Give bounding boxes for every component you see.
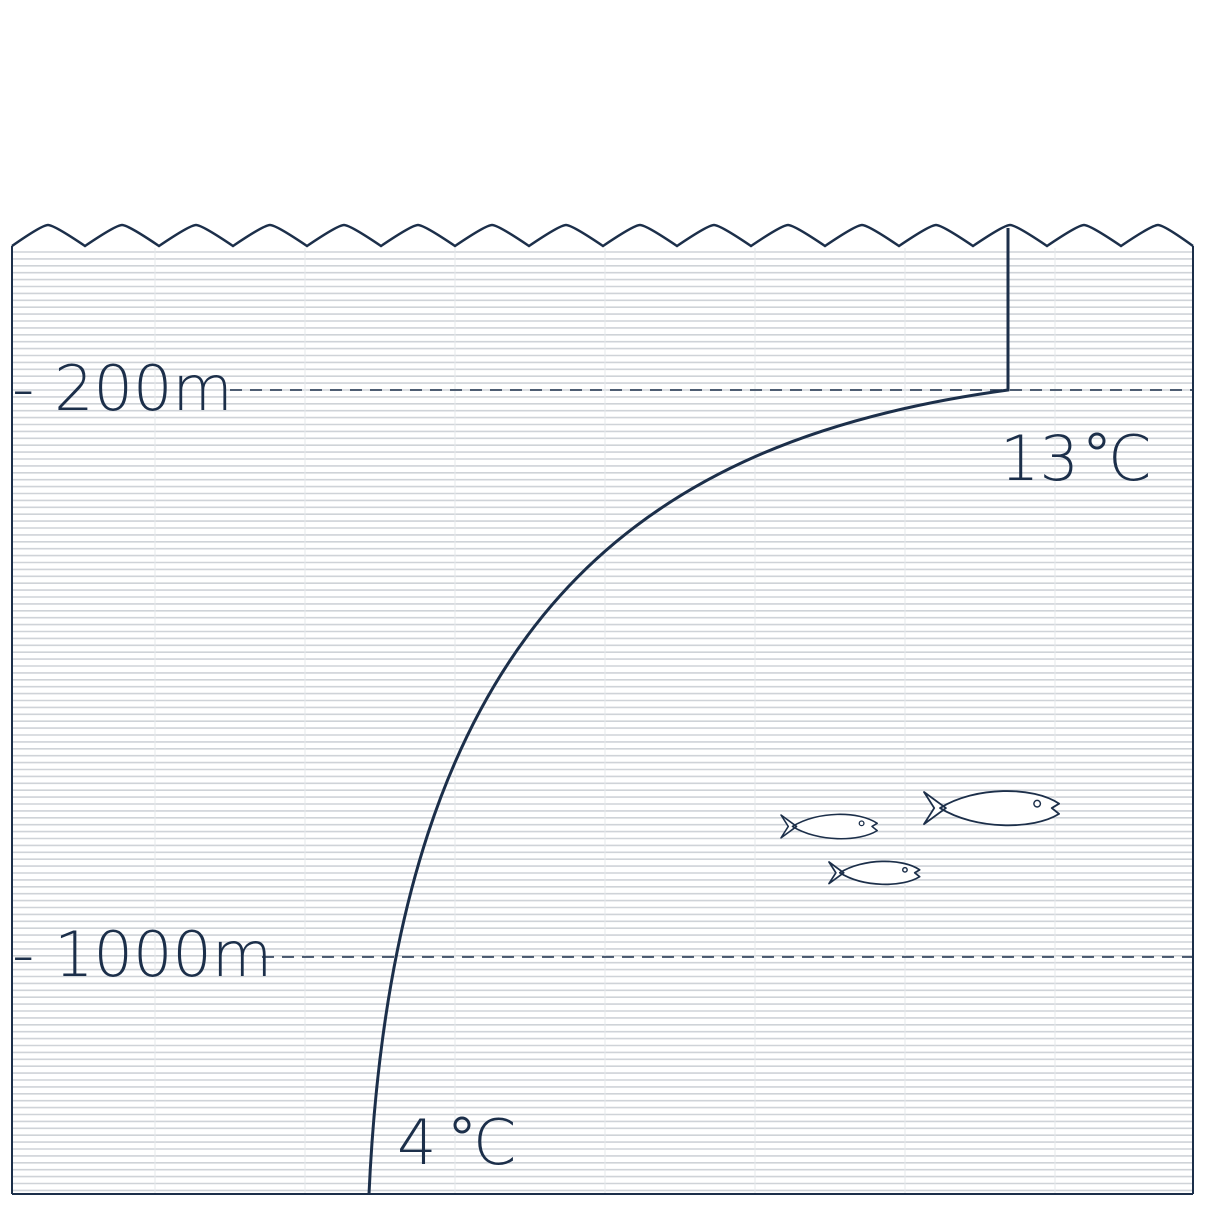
- water-columns: [154, 248, 1056, 1193]
- depth-label-1000m: - 1000m: [12, 918, 272, 991]
- water-texture: [12, 251, 1193, 1192]
- depth-label-200m: - 200m: [12, 352, 233, 425]
- fish-icon: [780, 813, 878, 840]
- deep-temperature: 4 C: [397, 1106, 516, 1179]
- surface-temperature: 13 C: [1000, 422, 1151, 495]
- deep-temp-unit: C: [473, 1106, 516, 1179]
- surface-temp-value: 13: [1000, 422, 1079, 495]
- degree-symbol: [1088, 432, 1106, 450]
- temperature-profile-curve: [367, 228, 1010, 1195]
- deep-temp-value: 4: [397, 1106, 436, 1179]
- surface-temp-unit: C: [1108, 422, 1151, 495]
- degree-symbol: [453, 1116, 471, 1134]
- fish-icon: [923, 790, 1060, 827]
- fish-icon: [828, 860, 921, 886]
- wave-surface-icon: [11, 223, 1194, 248]
- water-container: [11, 246, 1194, 1195]
